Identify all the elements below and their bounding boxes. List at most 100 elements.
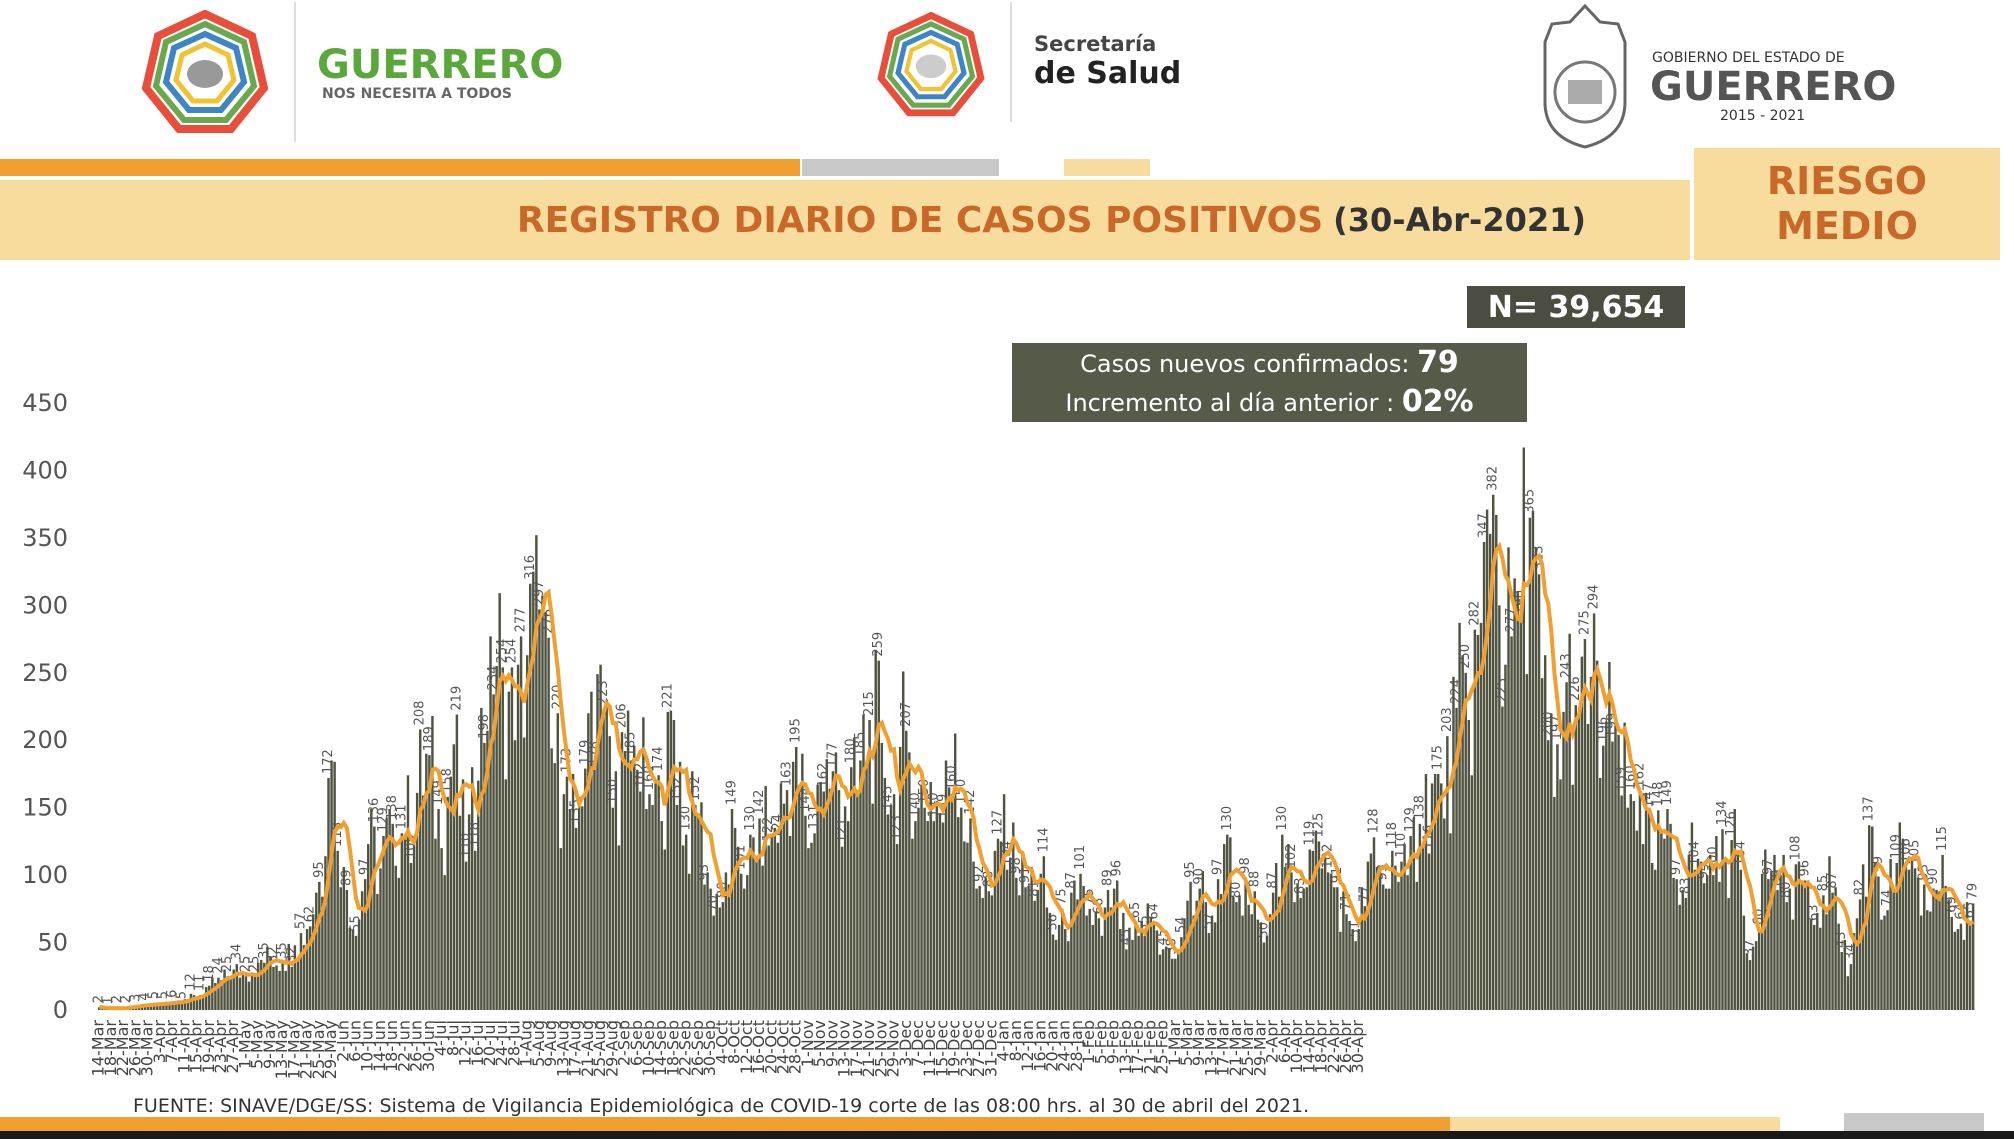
bar <box>1849 964 1853 1010</box>
bar <box>1852 933 1856 1010</box>
x-tick-label: 9-Nov <box>822 1020 841 1067</box>
bar <box>1809 919 1813 1010</box>
bar <box>1831 892 1834 1010</box>
bar-value-label: 57 <box>1201 913 1216 930</box>
new-cases-label: Casos nuevos confirmados: <box>1080 349 1410 378</box>
bar <box>1626 807 1629 1010</box>
bar <box>1568 633 1571 1010</box>
bar <box>944 760 948 1010</box>
title-band <box>0 180 1690 260</box>
bar <box>831 771 835 1010</box>
x-tick-label: 17-Aug <box>566 1020 585 1077</box>
stripe-orange <box>0 159 800 176</box>
bar <box>256 962 260 1010</box>
x-tick-label: 27-Apr <box>223 1020 242 1074</box>
bar <box>244 976 248 1010</box>
bar <box>1033 900 1036 1010</box>
bar <box>1629 794 1633 1010</box>
bar <box>1947 899 1950 1010</box>
bar-value-label: 162 <box>633 763 648 788</box>
bar <box>1430 783 1434 1010</box>
bar-value-label: 203 <box>1440 707 1455 732</box>
bar <box>1455 707 1458 1010</box>
bar <box>825 759 829 1010</box>
x-tick-label: 21-May <box>297 1020 316 1079</box>
bar <box>599 664 602 1010</box>
bar <box>1898 822 1902 1010</box>
x-tick-label: 12-Jan <box>1018 1020 1037 1072</box>
x-tick-label: 16-Jul <box>468 1020 487 1066</box>
bar <box>247 981 251 1010</box>
bar <box>935 800 939 1010</box>
x-tick-label: 28-Jul <box>504 1020 523 1066</box>
bar-value-label: 282 <box>1467 601 1482 626</box>
bar <box>1412 818 1415 1010</box>
coat-of-arms-icon <box>1543 3 1627 149</box>
bar <box>960 807 963 1010</box>
bar <box>452 744 456 1010</box>
new-cases-value: 79 <box>1417 344 1459 380</box>
bar <box>1877 876 1880 1010</box>
bar <box>1739 869 1743 1010</box>
bar <box>272 966 275 1010</box>
bar <box>1268 914 1272 1010</box>
x-tick-label: 9-Mar <box>1189 1020 1208 1067</box>
bar-value-label: 172 <box>321 749 336 774</box>
bar <box>1421 844 1425 1010</box>
bar <box>1761 873 1764 1010</box>
bar-value-label: 97 <box>358 859 373 876</box>
bar <box>1115 880 1119 1010</box>
bar <box>1036 889 1039 1010</box>
bar <box>972 861 975 1010</box>
bar <box>1060 908 1064 1010</box>
bar <box>1235 902 1238 1010</box>
bar <box>296 958 300 1010</box>
bar <box>999 841 1003 1010</box>
bar <box>260 960 263 1010</box>
x-tick-label: 5-May <box>248 1020 267 1069</box>
moving-average-line <box>99 541 1975 1011</box>
bar <box>743 888 746 1010</box>
bar <box>415 792 419 1010</box>
bar <box>697 814 700 1010</box>
bar <box>1959 923 1963 1010</box>
x-tick-label: 26-Sep <box>688 1020 707 1076</box>
bar-value-label: 129 <box>1403 807 1418 832</box>
bar <box>1586 724 1590 1010</box>
bar <box>678 761 682 1010</box>
bar <box>926 821 929 1010</box>
bar <box>1721 829 1724 1010</box>
bar <box>892 794 896 1010</box>
bar <box>489 636 492 1010</box>
bar <box>461 779 465 1010</box>
bar-value-label: 138 <box>385 795 400 820</box>
logo1-title: GUERRERO <box>317 42 564 88</box>
bar <box>357 919 361 1010</box>
bar <box>1733 809 1736 1010</box>
bar <box>1262 942 1266 1010</box>
bar-value-label: 70 <box>706 895 721 912</box>
bar <box>1748 960 1752 1010</box>
bar <box>504 779 508 1010</box>
bottom-stripe-gray <box>1844 1113 1984 1131</box>
bar <box>709 888 712 1010</box>
bar <box>1675 879 1678 1010</box>
bar <box>1785 902 1788 1010</box>
bar <box>1348 920 1351 1010</box>
bar-value-label: 95 <box>1183 861 1198 878</box>
bar <box>1030 867 1033 1010</box>
bar <box>1907 869 1911 1010</box>
bar-value-label: 85 <box>1816 875 1831 892</box>
x-tick-label: 13-Nov <box>835 1020 854 1077</box>
source-note: FUENTE: SINAVE/DGE/SS: Sistema de Vigila… <box>133 1095 1310 1117</box>
x-tick-label: 23-Apr <box>211 1020 230 1074</box>
bar <box>574 827 578 1010</box>
bar <box>947 787 951 1010</box>
bar <box>636 769 639 1010</box>
bar <box>791 761 795 1010</box>
bar <box>1183 918 1186 1010</box>
bar-value-label: 110 <box>459 833 474 858</box>
bar <box>1464 672 1467 1010</box>
x-tick-label: 26-Apr <box>1336 1020 1355 1074</box>
bar-value-label: 96 <box>1110 860 1125 877</box>
